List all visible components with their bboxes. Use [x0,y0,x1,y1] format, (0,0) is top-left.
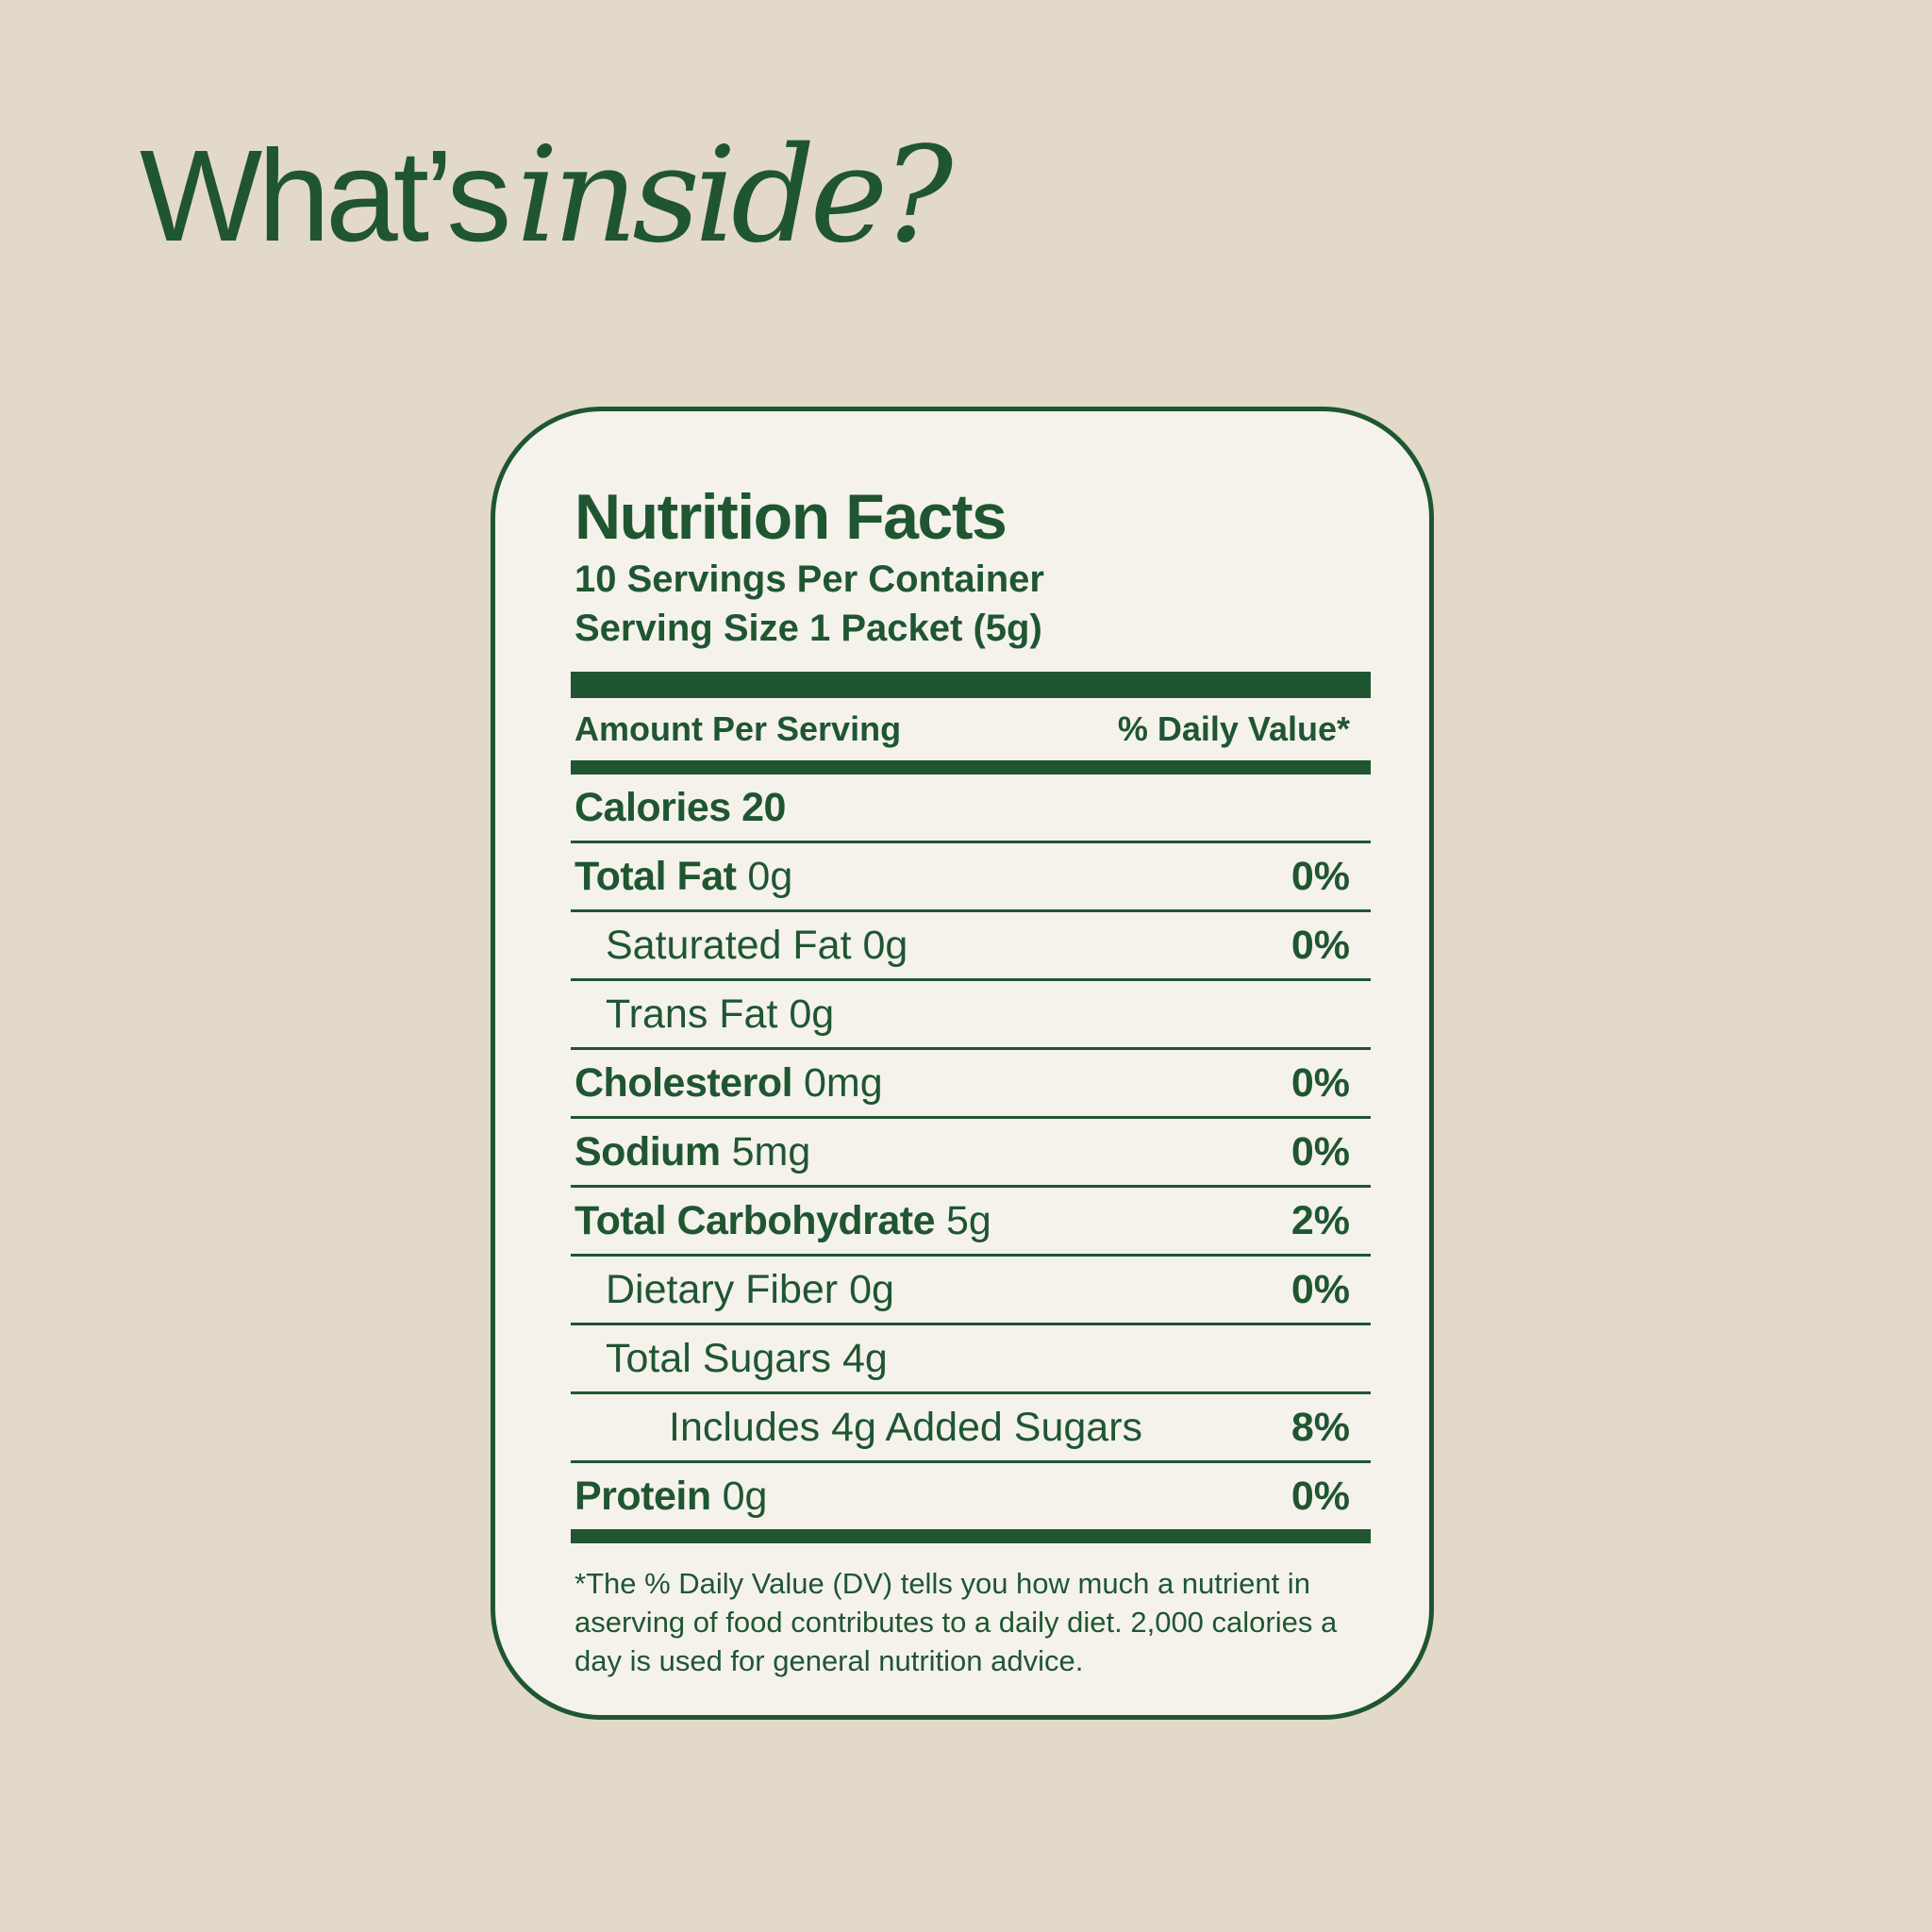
nutrient-row-saturated-fat: Saturated Fat 0g 0% [571,912,1371,981]
nutrient-name: Trans Fat [606,991,778,1037]
nutrient-amount: 4g [841,1335,888,1381]
nutrient-row-total-sugars: Total Sugars 4g [571,1325,1371,1394]
headline-italic: inside? [516,119,953,273]
nutrient-row-sodium: Sodium 5mg 0% [571,1119,1371,1188]
nutrition-card: Nutrition Facts 10 Servings Per Containe… [491,407,1434,1720]
nutrient-row-trans-fat: Trans Fat 0g [571,981,1371,1050]
nutrient-amount: 0g [722,1473,768,1519]
daily-value-header: % Daily Value* [1117,709,1350,748]
nutrition-facts-panel: Nutrition Facts 10 Servings Per Containe… [571,479,1371,1680]
daily-value-footnote: *The % Daily Value (DV) tells you how mu… [575,1567,1338,1677]
amount-header-row: Amount Per Serving % Daily Value* [571,698,1371,760]
nutrient-name: Dietary Fiber [606,1266,839,1312]
nutrient-dv: 0% [1291,1473,1350,1519]
nutrient-amount: 0g [747,853,793,899]
nutrient-dv: 2% [1291,1197,1350,1243]
nutrient-name: Total Carbohydrate [575,1197,936,1243]
nutrient-dv: 0% [1291,1128,1350,1174]
serving-size: Serving Size 1 Packet (5g) [575,608,1042,649]
servings-per-container: 10 Servings Per Container [575,558,1044,600]
nutrient-dv: 8% [1291,1404,1350,1450]
amount-per-serving-label: Amount Per Serving [575,709,902,748]
nutrient-amount: 5mg [731,1128,811,1174]
nutrient-name: Protein [575,1473,711,1519]
nutrient-name: Includes 4g Added Sugars [669,1404,1143,1450]
calories-label: Calories 20 [575,784,786,830]
nutrient-dv: 0% [1291,853,1350,899]
nutrient-dv: 0% [1291,1266,1350,1312]
nutrient-name: Total Fat [575,853,737,899]
nutrient-amount: 5g [945,1197,991,1243]
medium-divider [571,760,1371,774]
nutrient-amount: 0g [862,922,908,968]
nutrient-amount: 0g [789,991,835,1037]
headline-plain: What’s [140,124,511,269]
nutrient-name: Sodium [575,1128,721,1174]
headline: What’sinside? [140,130,953,281]
nutrient-row-total-carbohydrate: Total Carbohydrate 5g 2% [571,1188,1371,1257]
nutrient-row-dietary-fiber: Dietary Fiber 0g 0% [571,1257,1371,1325]
nutrient-row-added-sugars: Includes 4g Added Sugars 8% [571,1394,1371,1463]
nutrient-name: Cholesterol [575,1059,793,1106]
nutrient-amount: 0g [849,1266,894,1312]
nutrient-amount: 0mg [804,1059,883,1106]
nutrient-name: Total Sugars [606,1335,832,1381]
nutrient-row-total-fat: Total Fat 0g 0% [571,843,1371,912]
nutrient-dv: 0% [1291,1059,1350,1106]
calories-row: Calories 20 [571,774,1371,843]
nutrient-name: Saturated Fat [606,922,852,968]
nutrient-row-cholesterol: Cholesterol 0mg 0% [571,1050,1371,1119]
bottom-divider [571,1529,1371,1543]
nutrient-dv: 0% [1291,922,1350,968]
thick-divider [571,672,1371,698]
nutrient-row-protein: Protein 0g 0% [571,1463,1371,1529]
nutrition-facts-title: Nutrition Facts [575,481,1008,553]
